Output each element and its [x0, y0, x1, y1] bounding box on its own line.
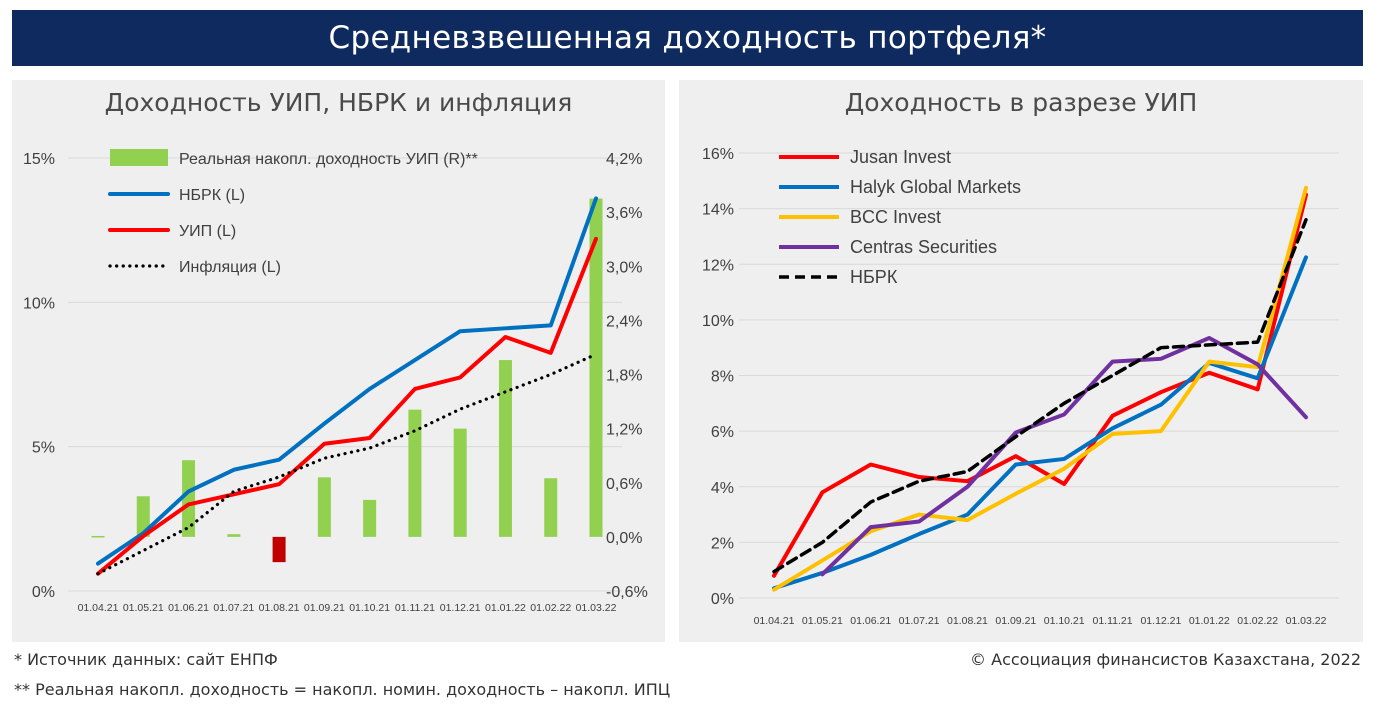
footnote-source: * Источник данных: сайт ЕНПФ — [14, 650, 278, 669]
legend-label: Инфляция (L) — [179, 259, 281, 276]
x-tick-label: 01.02.22 — [1237, 615, 1278, 627]
y-left-tick-label: 15% — [23, 151, 55, 168]
series-line-jusan-invest — [772, 192, 1308, 578]
y-tick-label: 2% — [711, 535, 734, 552]
series-line-нбрк — [772, 218, 1308, 574]
bar-real-yield — [363, 499, 377, 537]
x-tick-label: 01.01.22 — [485, 602, 526, 614]
legend-label: Halyk Global Markets — [850, 177, 1021, 197]
bar-real-yield — [272, 536, 286, 563]
y-tick-label: 6% — [711, 424, 734, 441]
y-right-tick-label: 3,0% — [606, 259, 642, 276]
legend-label: Jusan Invest — [850, 147, 951, 167]
y-tick-label: 0% — [711, 591, 734, 608]
y-tick-label: 16% — [702, 146, 734, 163]
page-title: Средневзвешенная доходность портфеля* — [12, 10, 1363, 66]
x-tick-label: 01.06.21 — [850, 615, 891, 627]
bar-real-yield — [91, 535, 105, 538]
x-tick-label: 01.07.21 — [213, 602, 254, 614]
series-line-нбрк-l — [96, 196, 598, 566]
y-right-tick-label: 0,6% — [606, 476, 642, 493]
chart-panel-uip-nbrk-inflation: Доходность УИП, НБРК и инфляция 0% 5% 10% 1… — [12, 80, 665, 642]
x-tick-label: 01.09.21 — [304, 602, 345, 614]
x-tick-label: 01.11.21 — [395, 602, 435, 614]
x-tick-label: 01.05.21 — [802, 615, 843, 627]
x-tick-label: 01.04.21 — [754, 615, 795, 627]
y-right-tick-label: 0,0% — [606, 530, 642, 547]
y-tick-label: 12% — [702, 257, 734, 274]
bar-real-yield — [136, 496, 150, 537]
y-left-tick-label: 0% — [32, 584, 55, 601]
series-line-уип-l — [96, 236, 598, 576]
x-tick-label: 01.08.21 — [947, 615, 988, 627]
x-tick-label: 01.08.21 — [259, 602, 300, 614]
series-line-инфляция-l — [96, 352, 598, 576]
bar-real-yield — [544, 478, 558, 537]
bar-real-yield — [453, 428, 467, 537]
footnote-copyright: © Ассоциация финансистов Казахстана, 202… — [970, 650, 1361, 669]
chart-title: Доходность УИП, НБРК и инфляция — [104, 88, 573, 117]
series-line-centras-securities — [820, 335, 1308, 577]
x-tick-label: 01.12.21 — [440, 602, 481, 614]
y-tick-label: 4% — [711, 480, 734, 497]
y-right-tick-label: 2,4% — [606, 313, 642, 330]
chart-panel-uip-breakdown: Доходность в разрезе УИП 0% 2% 4% 6% 8% 10% 12… — [679, 80, 1363, 642]
y-left-tick-label: 5% — [32, 440, 55, 457]
x-tick-label: 01.01.22 — [1189, 615, 1230, 627]
x-tick-label: 01.11.21 — [1092, 615, 1132, 627]
y-right-tick-label: 4,2% — [606, 151, 642, 168]
x-tick-label: 01.07.21 — [899, 615, 940, 627]
x-tick-label: 01.10.21 — [1044, 615, 1085, 627]
legend-label: НБРК (L) — [179, 187, 245, 204]
bar-real-yield — [317, 477, 331, 537]
x-tick-label: 01.06.21 — [168, 602, 209, 614]
chart-uip-breakdown: 0% 2% 4% 6% 8% 10% 12% 14% 16% 01.04.21 01.05.21 01… — [702, 146, 1339, 627]
bar-real-yield — [227, 534, 241, 537]
legend-label: BCC Invest — [850, 207, 941, 227]
y-right-tick-label: -0,6% — [606, 584, 648, 601]
x-tick-label: 01.09.21 — [995, 615, 1036, 627]
y-right-tick-label: 1,8% — [606, 368, 642, 385]
legend-swatch — [110, 149, 168, 166]
bar-real-yield — [182, 460, 196, 537]
x-tick-label: 01.03.22 — [576, 602, 617, 614]
x-tick-label: 01.02.22 — [530, 602, 571, 614]
series-line-halyk-global-markets — [772, 255, 1308, 591]
x-tick-label: 01.12.21 — [1140, 615, 1181, 627]
y-tick-label: 10% — [702, 313, 734, 330]
legend-label: НБРК — [850, 267, 898, 287]
y-right-tick-label: 1,2% — [606, 422, 642, 439]
bar-real-yield — [408, 409, 422, 537]
legend-label: Реальная накопл. доходность УИП (R)** — [179, 151, 478, 168]
y-tick-label: 14% — [702, 202, 734, 219]
y-right-tick-label: 3,6% — [606, 205, 642, 222]
bar-real-yield — [498, 360, 512, 537]
y-left-tick-label: 10% — [23, 295, 55, 312]
legend-label: УИП (L) — [179, 223, 236, 240]
x-tick-label: 01.04.21 — [78, 602, 119, 614]
x-tick-label: 01.05.21 — [123, 602, 164, 614]
legend-label: Centras Securities — [850, 237, 997, 257]
chart-uip-nbrk-inflation: 0% 5% 10% 15% -0,6% 0,0% 0,6% 1,2% 1,8% 2,4% 3,0% 3… — [23, 149, 648, 614]
chart-title: Доходность в разрезе УИП — [844, 88, 1198, 117]
bar-real-yield — [589, 198, 603, 537]
footnote-real-yield-definition: ** Реальная накопл. доходность = накопл.… — [14, 680, 671, 699]
x-tick-label: 01.03.22 — [1286, 615, 1327, 627]
y-tick-label: 8% — [711, 369, 734, 386]
x-tick-label: 01.10.21 — [349, 602, 390, 614]
